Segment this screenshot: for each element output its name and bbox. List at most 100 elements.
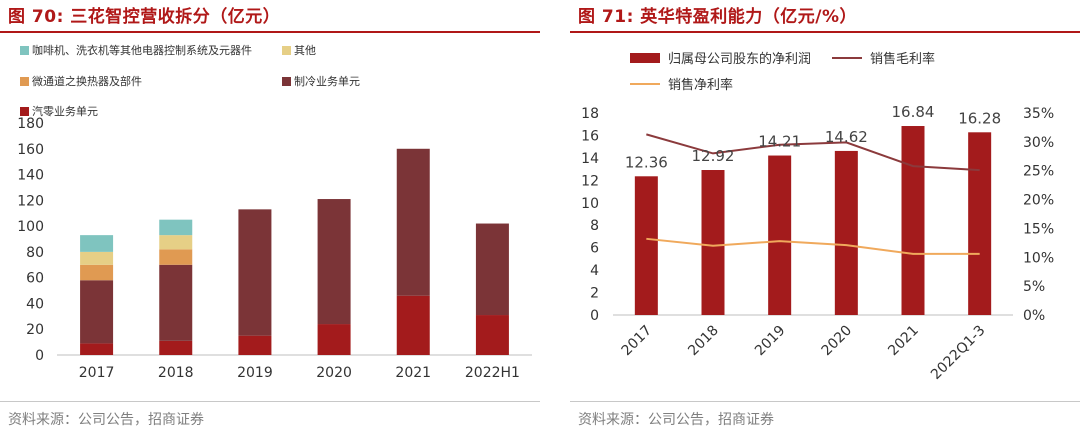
y-tick-label: 160 (17, 142, 44, 158)
x-tick-label: 2019 (237, 365, 273, 381)
bar-segment-1-2022H1 (475, 223, 509, 316)
legend-item-other-appliance: 咖啡机、洗衣机等其他电器控制系统及元器件 (20, 42, 252, 58)
x-tick-label: 2021 (395, 365, 431, 381)
y-left-tick-label: 16 (581, 128, 599, 144)
x-tick-label: 2022Q1-3 (928, 323, 988, 383)
y-tick-label: 140 (17, 168, 44, 184)
y-tick-label: 180 (17, 116, 44, 132)
right-source-note: 资料来源：公司公告，招商证券 (578, 412, 774, 428)
bar-segment-1-2019 (238, 209, 272, 336)
y-right-tick-label: 10% (1023, 250, 1054, 266)
gross-margin-line (646, 133, 980, 172)
bar-value-label: 16.28 (958, 109, 1001, 127)
y-tick-label: 100 (17, 219, 44, 235)
bar-segment-0-2018 (159, 340, 193, 355)
left-stacked-bar-chart: 0 20 40 60 80 100 120 140 160 180 2017 2018 2019 2020… (17, 116, 532, 381)
legend-swatch (630, 82, 660, 85)
y-right-tick-label: 15% (1023, 221, 1054, 237)
x-tick-label: 2017 (79, 365, 115, 381)
bar-segment-0-2021 (396, 295, 430, 355)
right-figure-panel: 图 71: 英华特盈利能力（亿元/%） 归属母公司股东的净利润 销售毛利率 销售… (570, 0, 1080, 431)
bar-segment-2-2017 (80, 264, 114, 281)
bar-segment-1-2017 (80, 280, 114, 344)
legend-label: 微通道之换热器及部件 (32, 75, 142, 88)
right-source-rule (570, 401, 1080, 402)
left-source-note: 资料来源：公司公告，招商证券 (8, 412, 204, 428)
bar-value-label: 12.92 (692, 147, 735, 165)
legend-item-net-margin: 销售净利率 (630, 74, 733, 93)
net-margin-line (646, 237, 980, 255)
right-title-rule (570, 31, 1080, 33)
bar-value-label: 16.84 (892, 103, 935, 121)
x-tick-label: 2020 (819, 323, 856, 360)
bar-segment-4-2018 (159, 219, 193, 236)
legend-item-auto: 汽零业务单元 (20, 103, 98, 119)
bar-segment-0-2020 (317, 324, 351, 355)
y-tick-label: 60 (26, 271, 44, 287)
legend-label: 其他 (294, 44, 316, 57)
y-left-tick-label: 18 (581, 106, 599, 122)
legend-label: 销售净利率 (668, 78, 734, 93)
bar-net-profit-2019 (768, 155, 792, 315)
y-left-tick-label: 14 (581, 151, 599, 167)
y-right-tick-label: 25% (1023, 164, 1054, 180)
legend-swatch (282, 76, 291, 86)
legend-swatch (20, 45, 29, 55)
bar-segment-2-2018 (159, 249, 193, 265)
left-figure-title: 图 70: 三花智控营收拆分（亿元） (8, 7, 281, 27)
bar-net-profit-2021 (901, 126, 925, 315)
y-left-tick-label: 12 (581, 173, 599, 189)
legend-swatch (832, 56, 862, 59)
x-tick-label: 2017 (619, 323, 656, 360)
left-title-rule (0, 31, 540, 33)
legend-item-micro: 微通道之换热器及部件 (20, 73, 142, 89)
x-tick-label: 2018 (158, 365, 194, 381)
bar-segment-1-2021 (396, 148, 430, 296)
bar-segment-0-2019 (238, 335, 272, 355)
y-tick-label: 0 (35, 348, 44, 364)
left-source-rule (0, 401, 540, 402)
bar-net-profit-2017 (634, 176, 658, 315)
bar-segment-4-2017 (80, 235, 114, 252)
legend-label: 归属母公司股东的净利润 (668, 52, 812, 67)
x-tick-label: 2021 (885, 323, 922, 360)
legend-swatch (20, 106, 29, 116)
x-tick-label: 2022H1 (465, 365, 520, 381)
bar-segment-3-2018 (159, 235, 193, 250)
y-right-tick-label: 30% (1023, 135, 1054, 151)
left-figure-panel: 图 70: 三花智控营收拆分（亿元） 咖啡机、洗衣机等其他电器控制系统及元器件 … (0, 7, 540, 428)
right-combo-chart: 0 2 4 6 8 10 12 14 16 18 0% 5% 10% 15% 20% 25% 30% 35% 12.… (581, 103, 1054, 383)
y-left-tick-label: 2 (590, 286, 599, 302)
bar-net-profit-2022Q1-3 (968, 132, 992, 315)
bar-net-profit-2018 (701, 170, 725, 315)
x-tick-label: 2018 (685, 323, 722, 360)
y-right-tick-label: 20% (1023, 193, 1054, 209)
legend-swatch (630, 52, 660, 63)
bar-segment-0-2022H1 (475, 315, 509, 355)
bar-net-profit-2020 (834, 150, 858, 315)
legend-label: 制冷业务单元 (294, 75, 360, 88)
legend-item-refrig: 制冷业务单元 (282, 73, 360, 89)
bar-segment-3-2017 (80, 251, 114, 265)
legend-item-net-profit: 归属母公司股东的净利润 (630, 48, 811, 67)
bar-segment-0-2017 (80, 343, 114, 355)
y-tick-label: 80 (26, 245, 44, 261)
y-right-tick-label: 0% (1023, 308, 1045, 324)
legend-swatch (282, 45, 291, 55)
x-tick-label: 2020 (316, 365, 352, 381)
bar-segment-1-2020 (317, 199, 351, 325)
y-left-tick-label: 6 (590, 241, 599, 257)
x-tick-label: 2019 (752, 323, 789, 360)
y-tick-label: 120 (17, 193, 44, 209)
y-tick-label: 40 (26, 296, 44, 312)
legend-swatch (20, 76, 29, 86)
y-tick-label: 20 (26, 322, 44, 338)
bar-value-label: 14.62 (825, 128, 868, 146)
y-left-tick-label: 4 (590, 263, 599, 279)
bar-value-label: 12.36 (625, 153, 668, 171)
y-left-tick-label: 8 (590, 218, 599, 234)
bar-segment-1-2018 (159, 264, 193, 341)
legend-item-other: 其他 (282, 42, 316, 58)
legend-label: 咖啡机、洗衣机等其他电器控制系统及元器件 (32, 44, 252, 57)
y-right-tick-label: 5% (1023, 279, 1045, 295)
